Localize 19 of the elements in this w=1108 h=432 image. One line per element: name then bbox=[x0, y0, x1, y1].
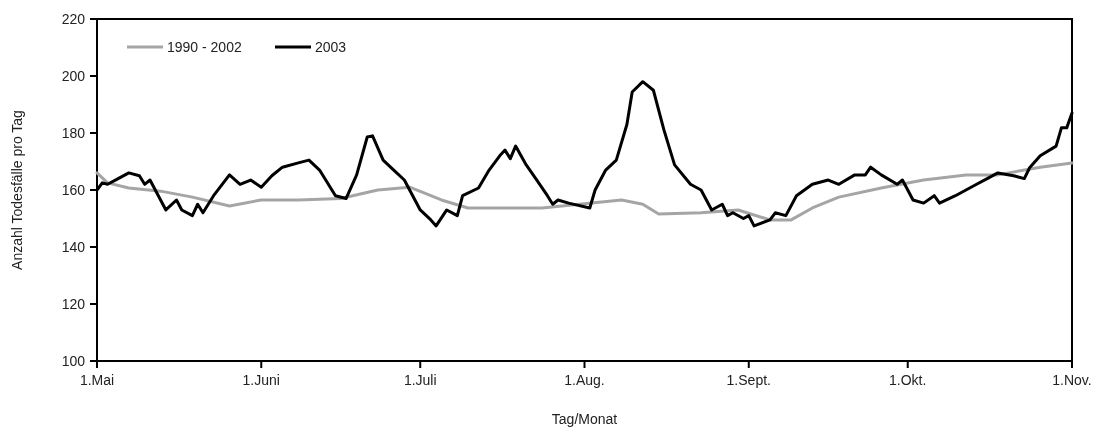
x-tick-label: 1.Aug. bbox=[564, 372, 605, 388]
y-tick-label: 200 bbox=[61, 67, 86, 84]
y-tick-label: 100 bbox=[61, 352, 86, 369]
y-tick-label: 120 bbox=[61, 295, 86, 312]
y-tick-label: 140 bbox=[61, 238, 86, 255]
x-axis-title: Tag/Monat bbox=[551, 411, 618, 427]
y-axis-title: Anzahl Todesfälle pro Tag bbox=[9, 110, 25, 270]
x-tick-label: 1.Sept. bbox=[726, 372, 771, 388]
y-tick-label: 220 bbox=[61, 10, 86, 27]
x-tick-label: 1.Nov. bbox=[1052, 372, 1092, 388]
y-tick-label: 160 bbox=[61, 181, 86, 198]
x-tick-label: 1.Juni bbox=[242, 372, 280, 388]
legend-label: 1990 - 2002 bbox=[167, 38, 242, 55]
x-tick-label: 1.Mai bbox=[79, 372, 115, 388]
x-tick-label: 1.Okt. bbox=[889, 372, 927, 388]
y-tick-label: 180 bbox=[61, 124, 86, 141]
line-series bbox=[95, 161, 1074, 222]
x-tick-label: 1.Juli bbox=[403, 372, 437, 388]
legend-label: 2003 bbox=[315, 38, 347, 55]
